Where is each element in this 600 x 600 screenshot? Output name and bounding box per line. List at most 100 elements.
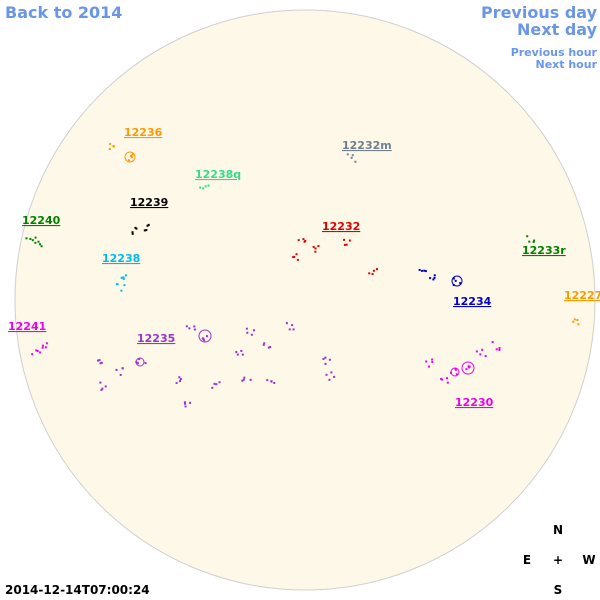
sunspot (297, 239, 300, 242)
sunspot (421, 269, 424, 272)
sunspot (528, 240, 531, 243)
sunspot (263, 342, 266, 345)
sunspot (343, 243, 346, 246)
region-label[interactable]: 12233r (522, 244, 566, 257)
region-label[interactable]: 12234 (453, 295, 492, 308)
region-label[interactable]: 12241 (8, 320, 46, 333)
sunspot (199, 186, 202, 189)
sunspot (481, 348, 484, 351)
sunspot (498, 347, 501, 350)
region-label[interactable]: 12232m (342, 139, 392, 152)
sunspot (350, 156, 353, 159)
next-day-link[interactable]: Next day (517, 20, 598, 39)
sunspot (468, 365, 471, 368)
sunspot (193, 325, 196, 328)
compass-south: S (554, 583, 563, 597)
sunspot (215, 383, 218, 386)
sunspot (345, 243, 348, 246)
sunspot (576, 319, 579, 322)
sunspot (285, 322, 288, 325)
sunspot (29, 237, 32, 240)
region-label[interactable]: 12235 (137, 332, 175, 345)
sunspot (324, 356, 327, 359)
next-hour-link[interactable]: Next hour (536, 58, 598, 71)
sunspot (312, 245, 315, 248)
region-label[interactable]: 12238q (195, 168, 241, 181)
sunspot (304, 239, 307, 242)
sunspot (445, 377, 448, 380)
sunspot (446, 381, 449, 384)
sunspot (440, 377, 443, 380)
sunspot (130, 156, 133, 159)
sunspot (100, 361, 103, 364)
sunspot (267, 346, 270, 349)
sunspot (455, 373, 458, 376)
region-label[interactable]: 12239 (130, 196, 168, 209)
sunspot (423, 269, 426, 272)
region-label[interactable]: 12238 (102, 252, 140, 265)
sunspot (498, 348, 501, 351)
sunspot (99, 381, 102, 384)
sunspot (273, 381, 276, 384)
sunspot (424, 270, 427, 273)
sunspot (207, 184, 210, 187)
sunspot (372, 269, 375, 272)
sunspot (184, 405, 187, 408)
sunspot (343, 238, 346, 241)
sunspot (266, 379, 269, 382)
sunspot (418, 269, 421, 272)
sunspot (577, 323, 580, 326)
sunspot (432, 278, 435, 281)
sunspot (533, 239, 536, 242)
sunspot (354, 160, 357, 163)
previous-hour-link[interactable]: Previous hour (511, 46, 598, 59)
sunspot (270, 380, 273, 383)
sunspot (115, 283, 118, 286)
sunspot (218, 381, 221, 384)
sunspot (459, 282, 462, 285)
sunspot (433, 276, 436, 279)
sunspot (452, 277, 455, 280)
sunspot (325, 373, 328, 376)
sunspot (346, 153, 349, 156)
sunspot (240, 349, 243, 352)
sunspot (145, 229, 148, 232)
sunspot (351, 154, 354, 157)
region-label[interactable]: 12230 (455, 396, 494, 409)
sunspot (484, 354, 487, 357)
region-label[interactable]: 12232 (322, 220, 360, 233)
region-label[interactable]: 12240 (22, 214, 61, 227)
sunspot (120, 289, 123, 292)
region-label[interactable]: 12236 (124, 126, 163, 139)
sunspot (213, 382, 216, 385)
sunspot (37, 240, 40, 243)
sunspot (314, 247, 317, 250)
sunspot (204, 185, 207, 188)
previous-day-link[interactable]: Previous day (481, 3, 598, 22)
sunspot (131, 231, 134, 234)
sunspot (178, 376, 181, 379)
back-link[interactable]: Back to 2014 (5, 3, 122, 22)
sunspot (135, 361, 138, 364)
sunspot (41, 346, 44, 349)
sunspot (495, 348, 498, 351)
sunspot (491, 341, 494, 344)
region-label[interactable]: 12227 (564, 289, 600, 302)
sunspot (451, 275, 463, 287)
sunspot (253, 329, 256, 332)
sunspot (34, 236, 37, 239)
sunspot (36, 349, 39, 352)
sunspot (241, 353, 244, 356)
sunspot (147, 223, 150, 226)
sunspot (461, 361, 475, 375)
sunspot (288, 328, 291, 331)
sunspot (135, 227, 138, 230)
sunspot (109, 142, 112, 145)
sunspot (31, 239, 34, 242)
sunspot (532, 240, 535, 243)
sunspot (292, 256, 295, 259)
sunspot (293, 255, 296, 258)
sunspot (45, 342, 48, 345)
compass-center: + (553, 553, 563, 567)
